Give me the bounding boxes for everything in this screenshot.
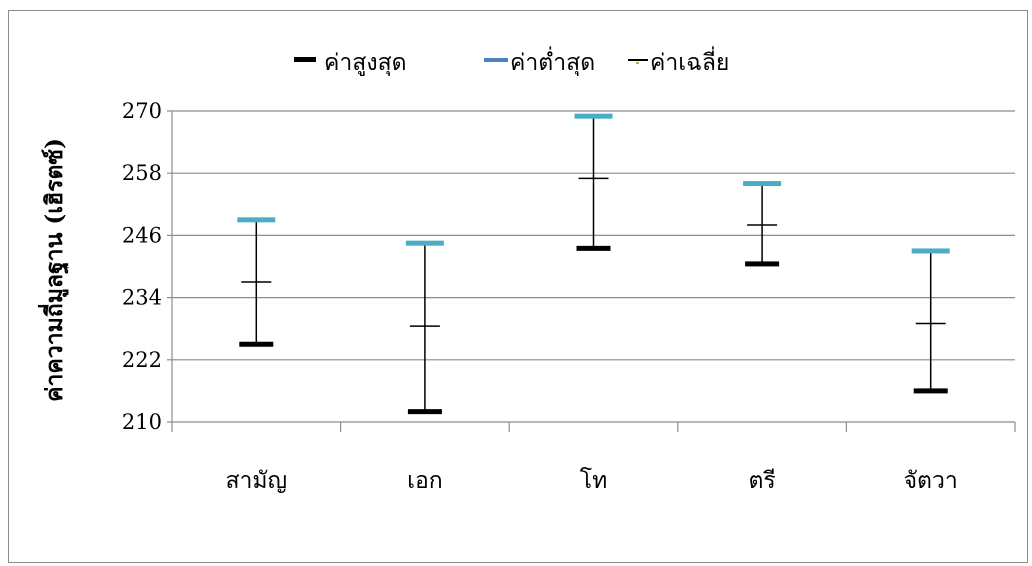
legend-label-min: ค่าต่ำสุด: [510, 46, 595, 76]
y-tick-label: 222: [122, 348, 162, 372]
legend-item-max: ค่าสูงสุด: [294, 50, 407, 76]
x-tick-label: จัตวา: [904, 468, 958, 494]
min-mark: [237, 217, 276, 223]
axis-layer: 210 222 234 246 258 270 สามัญ เอก โท ตรี จัตวา: [122, 99, 1016, 494]
legend: ค่าสูงสุด ค่าต่ำสุด ค่าเฉลี่ย: [294, 46, 729, 76]
max-mark: [576, 245, 611, 251]
grid-layer: [172, 110, 1015, 361]
max-mark: [745, 261, 780, 267]
max-mark: [913, 388, 948, 394]
chart-frame: [8, 10, 1028, 563]
min-mark: [911, 248, 950, 254]
legend-label-max: ค่าสูงสุด: [324, 50, 407, 76]
max-mark: [239, 341, 274, 347]
y-tick-label: 246: [122, 223, 162, 247]
y-axis-title: ค่าความถี่มูลฐาน (เฮิรตซ์): [37, 138, 69, 402]
legend-swatch-mean-dot: [636, 62, 639, 64]
x-tick-label: สามัญ: [225, 468, 287, 494]
min-mark: [743, 181, 782, 187]
legend-swatch-max: [294, 57, 316, 62]
y-tick-label: 258: [122, 161, 162, 185]
y-tick-label: 234: [122, 286, 162, 310]
min-mark: [574, 113, 613, 119]
x-tick-label: เอก: [407, 468, 443, 494]
y-tick-label: 270: [122, 99, 162, 123]
x-tick-label: ตรี: [748, 468, 775, 494]
legend-item-mean: ค่าเฉลี่ย: [628, 46, 729, 76]
marks-layer: [237, 113, 950, 415]
y-tick-label: 210: [122, 410, 162, 434]
legend-item-min: ค่าต่ำสุด: [484, 46, 595, 76]
legend-swatch-min: [484, 58, 508, 62]
legend-label-mean: ค่าเฉลี่ย: [650, 46, 729, 76]
min-mark: [405, 240, 444, 246]
max-mark: [407, 409, 442, 415]
x-tick-label: โท: [580, 467, 608, 494]
